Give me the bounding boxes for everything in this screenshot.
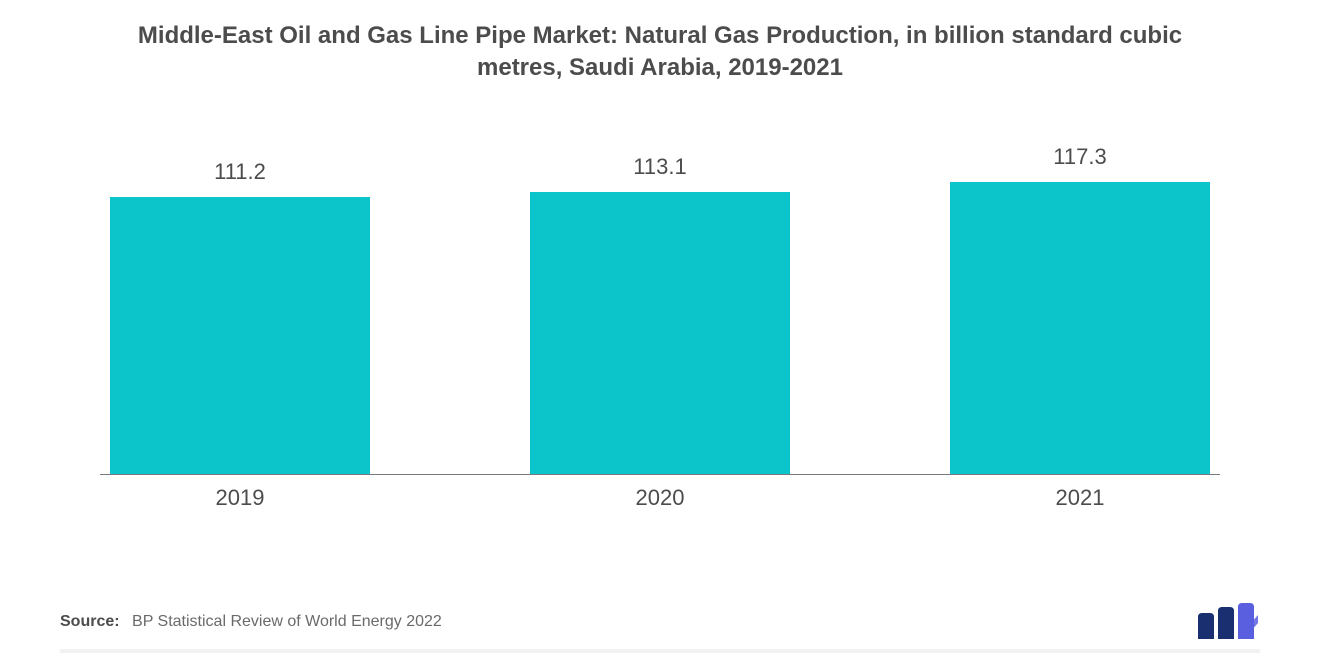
bar-col-2: 117.3 <box>950 144 1210 475</box>
chart-title: Middle-East Oil and Gas Line Pipe Market… <box>110 20 1210 85</box>
chart-container: Middle-East Oil and Gas Line Pipe Market… <box>0 0 1320 665</box>
brand-logo <box>1196 603 1260 641</box>
bar-1 <box>530 192 790 475</box>
source-line: Source: BP Statistical Review of World E… <box>60 613 442 631</box>
chart-plot: 111.2 113.1 117.3 2019 2020 2021 <box>100 135 1220 515</box>
logo-icon <box>1196 603 1260 641</box>
x-labels-row: 2019 2020 2021 <box>100 485 1220 515</box>
bar-value-1: 113.1 <box>633 154 686 180</box>
bar-2 <box>950 182 1210 475</box>
bar-value-2: 117.3 <box>1053 144 1106 170</box>
bar-col-1: 113.1 <box>530 154 790 475</box>
x-axis-line <box>100 474 1220 475</box>
bar-col-0: 111.2 <box>110 159 370 475</box>
x-label-0: 2019 <box>110 485 370 515</box>
bar-value-0: 111.2 <box>214 159 266 185</box>
source-label: Source: <box>60 613 120 630</box>
bars-row: 111.2 113.1 117.3 <box>100 135 1220 475</box>
bar-0 <box>110 197 370 475</box>
x-label-2: 2021 <box>950 485 1210 515</box>
x-label-1: 2020 <box>530 485 790 515</box>
source-text: BP Statistical Review of World Energy 20… <box>132 613 442 630</box>
footer: Source: BP Statistical Review of World E… <box>60 601 1260 653</box>
